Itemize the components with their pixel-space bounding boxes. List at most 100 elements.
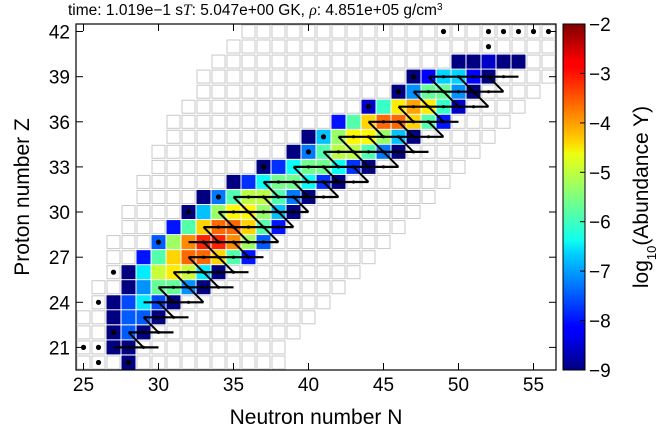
network-cell xyxy=(541,54,556,69)
network-cell xyxy=(346,265,361,280)
network-cell xyxy=(181,159,196,174)
flow-node xyxy=(276,225,281,229)
flow-node xyxy=(201,285,206,289)
x-axis-label: Neutron number N xyxy=(230,406,403,429)
network-cell xyxy=(166,114,181,129)
colorbar-tick-label: −7 xyxy=(589,262,611,283)
network-cell xyxy=(301,220,316,235)
flow-node xyxy=(441,75,446,79)
x-axis-ticks: 25 30 35 40 45 50 55 xyxy=(73,24,544,396)
flow-diagonal xyxy=(262,226,280,243)
network-cell xyxy=(226,114,241,129)
network-cell xyxy=(286,129,301,144)
network-cell xyxy=(301,99,316,114)
network-cell xyxy=(421,39,436,54)
boundary-dot xyxy=(110,329,117,335)
network-cell xyxy=(226,69,241,84)
abundance-cell xyxy=(196,205,211,219)
network-cell xyxy=(301,84,316,99)
network-cell xyxy=(181,114,196,129)
y-tick-label: 42 xyxy=(49,23,70,44)
network-cell xyxy=(151,159,166,174)
network-cell xyxy=(211,69,226,84)
network-cell xyxy=(166,205,181,219)
network-cell xyxy=(211,325,226,340)
network-cell xyxy=(136,190,151,204)
flow-node xyxy=(471,105,476,109)
network-cell xyxy=(436,144,451,159)
flow-node xyxy=(456,90,461,94)
chart-title: time: 1.019e−1 sT: 5.047e+00 GK, ρ: 4.85… xyxy=(68,2,443,20)
network-cell xyxy=(466,24,481,39)
network-cell xyxy=(256,114,271,129)
abundance-cell xyxy=(241,174,256,189)
network-cell xyxy=(316,24,331,39)
colorbar-tick-label: −8 xyxy=(589,312,611,333)
network-cell xyxy=(256,54,271,69)
abundance-cell xyxy=(271,159,286,174)
network-cell xyxy=(406,205,421,219)
y-tick-label: 27 xyxy=(49,248,70,269)
network-cell xyxy=(271,325,286,340)
network-cell xyxy=(166,190,181,204)
network-cell xyxy=(286,310,301,325)
network-cell xyxy=(226,144,241,159)
network-cell xyxy=(316,220,331,235)
network-cell xyxy=(241,129,256,144)
flow-diagonal xyxy=(157,301,175,319)
network-cell xyxy=(226,310,241,325)
abundance-cell xyxy=(301,129,316,144)
network-cell xyxy=(301,250,316,265)
network-cell xyxy=(316,265,331,280)
colorbar-label: log10(Abundance Y) xyxy=(630,106,659,288)
network-cell xyxy=(241,310,256,325)
colorbar xyxy=(562,23,586,371)
flow-node xyxy=(486,90,491,94)
network-cell xyxy=(271,129,286,144)
flow-diagonal xyxy=(472,90,490,108)
network-cell xyxy=(166,174,181,189)
flow-node xyxy=(441,105,446,109)
network-cell xyxy=(331,220,346,235)
network-cell xyxy=(466,114,481,129)
network-cell xyxy=(316,250,331,265)
network-cell xyxy=(451,159,466,174)
network-cell xyxy=(241,340,256,355)
network-cell xyxy=(271,99,286,114)
network-cell xyxy=(316,235,331,250)
flow-diagonal xyxy=(277,211,295,228)
network-cell xyxy=(301,310,316,325)
network-cell xyxy=(301,280,316,295)
flow-node xyxy=(396,150,401,154)
network-cell xyxy=(376,174,391,189)
abundance-cell xyxy=(511,54,526,69)
network-cell xyxy=(256,310,271,325)
boundary-dot xyxy=(500,28,507,35)
network-cell xyxy=(136,220,151,235)
y-axis-ticks: 21 24 27 30 33 36 39 42 xyxy=(49,23,556,359)
boundary-dot xyxy=(125,359,132,366)
network-cell xyxy=(406,54,421,69)
network-cell xyxy=(256,144,271,159)
network-cell xyxy=(211,174,226,189)
abundance-cell xyxy=(286,144,301,159)
network-cell xyxy=(301,69,316,84)
network-cell xyxy=(511,84,526,99)
network-cell xyxy=(391,220,406,235)
network-cell xyxy=(361,39,376,54)
network-cell xyxy=(256,295,271,310)
network-cell xyxy=(331,24,346,39)
network-cell xyxy=(241,84,256,99)
abundance-cell xyxy=(151,250,166,265)
network-cell xyxy=(421,174,436,189)
flow-node xyxy=(426,135,431,139)
network-cell xyxy=(196,99,211,114)
network-cell xyxy=(331,265,346,280)
network-cell xyxy=(241,355,256,370)
network-cell xyxy=(271,340,286,355)
boundary-dot xyxy=(515,28,522,35)
network-cell xyxy=(166,144,181,159)
flow-diagonal xyxy=(322,151,340,168)
network-cell xyxy=(106,235,121,250)
network-cell xyxy=(391,54,406,69)
